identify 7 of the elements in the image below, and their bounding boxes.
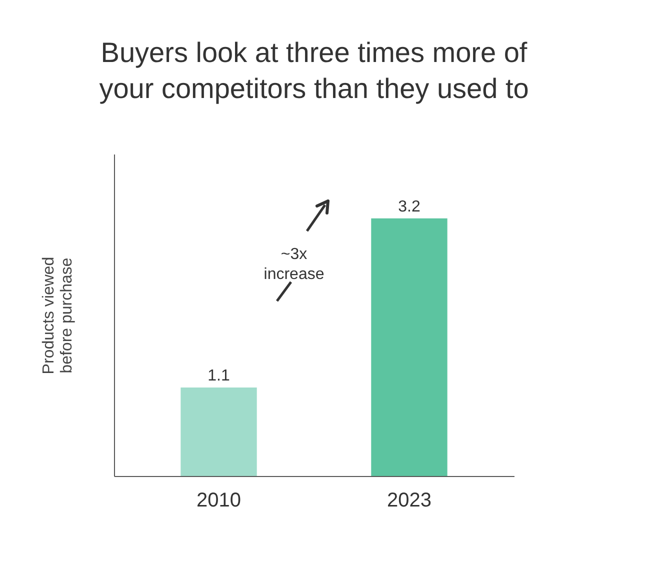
- data-label: 3.2: [398, 198, 420, 216]
- annotation: ~3x increase: [264, 246, 324, 283]
- x-tick-label: 2023: [386, 490, 432, 512]
- y-axis-title: Products viewed before purchase: [40, 256, 76, 374]
- x-tick-label: 2010: [196, 490, 242, 512]
- data-label: 1.1: [208, 367, 230, 384]
- chart-title: Buyers look at three times more of your competitors than they used to: [99, 37, 529, 104]
